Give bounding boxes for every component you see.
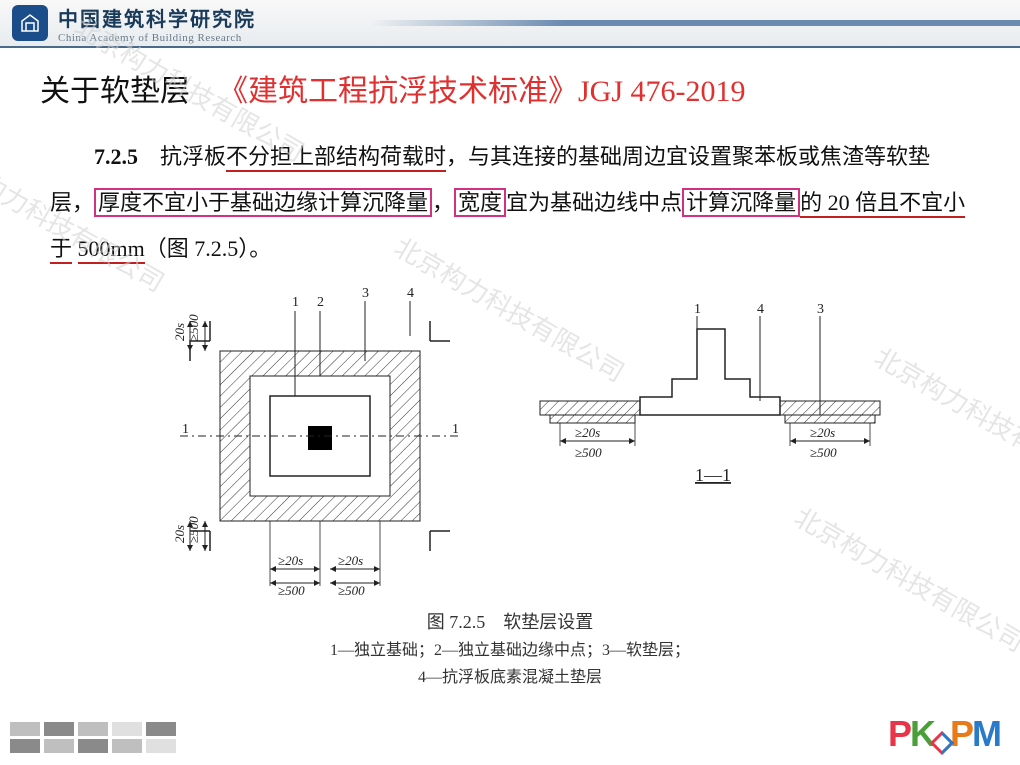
svg-text:≥500: ≥500 [186,515,201,542]
svg-text:1: 1 [452,422,459,437]
svg-text:≥500: ≥500 [338,583,365,598]
figure-section: 1 4 3 1—1 ≥20s ≥500 ≥20s ≥500 [520,281,900,541]
pkpm-p1: P [888,713,910,755]
figure-caption: 图 7.2.5 软垫层设置 [40,607,980,638]
svg-text:20s: 20s [172,525,187,543]
highlight-box-3: 计算沉降量 [682,188,800,217]
highlight-box-1: 厚度不宜小于基础边缘计算沉降量 [94,188,432,217]
org-logo-icon [12,5,48,41]
svg-text:≥500: ≥500 [186,313,201,340]
svg-text:3: 3 [362,286,369,301]
figure-caption-block: 图 7.2.5 软垫层设置 1—独立基础；2—独立基础边缘中点；3—软垫层； 4… [40,607,980,692]
figure-legend-1: 1—独立基础；2—独立基础边缘中点；3—软垫层； [40,637,980,664]
svg-text:20s: 20s [172,323,187,341]
slide-title: 关于软垫层 《建筑工程抗浮技术标准》JGJ 476-2019 [40,66,980,110]
footer-color-blocks [10,722,176,753]
figure-plan: 1 1 1 2 3 4 ≥500 20s ≥500 20s [120,281,490,601]
section-label: 1—1 [695,465,731,485]
pkpm-logo: P K P M [888,713,1000,755]
svg-text:4: 4 [757,302,764,317]
svg-text:3: 3 [817,302,824,317]
figure-block: 1 1 1 2 3 4 ≥500 20s ≥500 20s [40,281,980,601]
title-right: 《建筑工程抗浮技术标准》JGJ 476-2019 [218,66,746,110]
clause-text: 7.2.5 抗浮板不分担上部结构荷载时，与其连接的基础周边宜设置聚苯板或焦渣等软… [50,134,970,273]
svg-text:≥500: ≥500 [810,445,837,460]
svg-text:1: 1 [292,295,299,310]
svg-text:2: 2 [317,295,324,310]
underline-1: 不分担上部结构荷载时 [226,144,446,172]
clause-number: 7.2.5 [94,144,138,169]
highlight-box-2: 宽度 [454,188,506,217]
pkpm-m: M [972,713,1000,755]
svg-text:≥20s: ≥20s [278,553,303,568]
org-name-cn: 中国建筑科学研究院 [58,3,256,32]
svg-text:≥500: ≥500 [278,583,305,598]
header: 中国建筑科学研究院 China Academy of Building Rese… [0,0,1020,48]
title-left: 关于软垫层 [40,66,190,110]
org-name-block: 中国建筑科学研究院 China Academy of Building Rese… [58,3,256,44]
svg-text:1: 1 [182,422,189,437]
svg-text:≥20s: ≥20s [575,425,600,440]
header-stripe [370,20,1020,26]
figure-legend-2: 4—抗浮板底素混凝土垫层 [40,664,980,691]
diamond-icon [930,722,954,746]
svg-text:4: 4 [407,286,414,301]
underline-3: 500mm [78,236,145,264]
svg-text:≥20s: ≥20s [810,425,835,440]
svg-text:1: 1 [694,302,701,317]
org-name-en: China Academy of Building Research [58,32,256,44]
svg-text:≥500: ≥500 [575,445,602,460]
svg-text:≥20s: ≥20s [338,553,363,568]
